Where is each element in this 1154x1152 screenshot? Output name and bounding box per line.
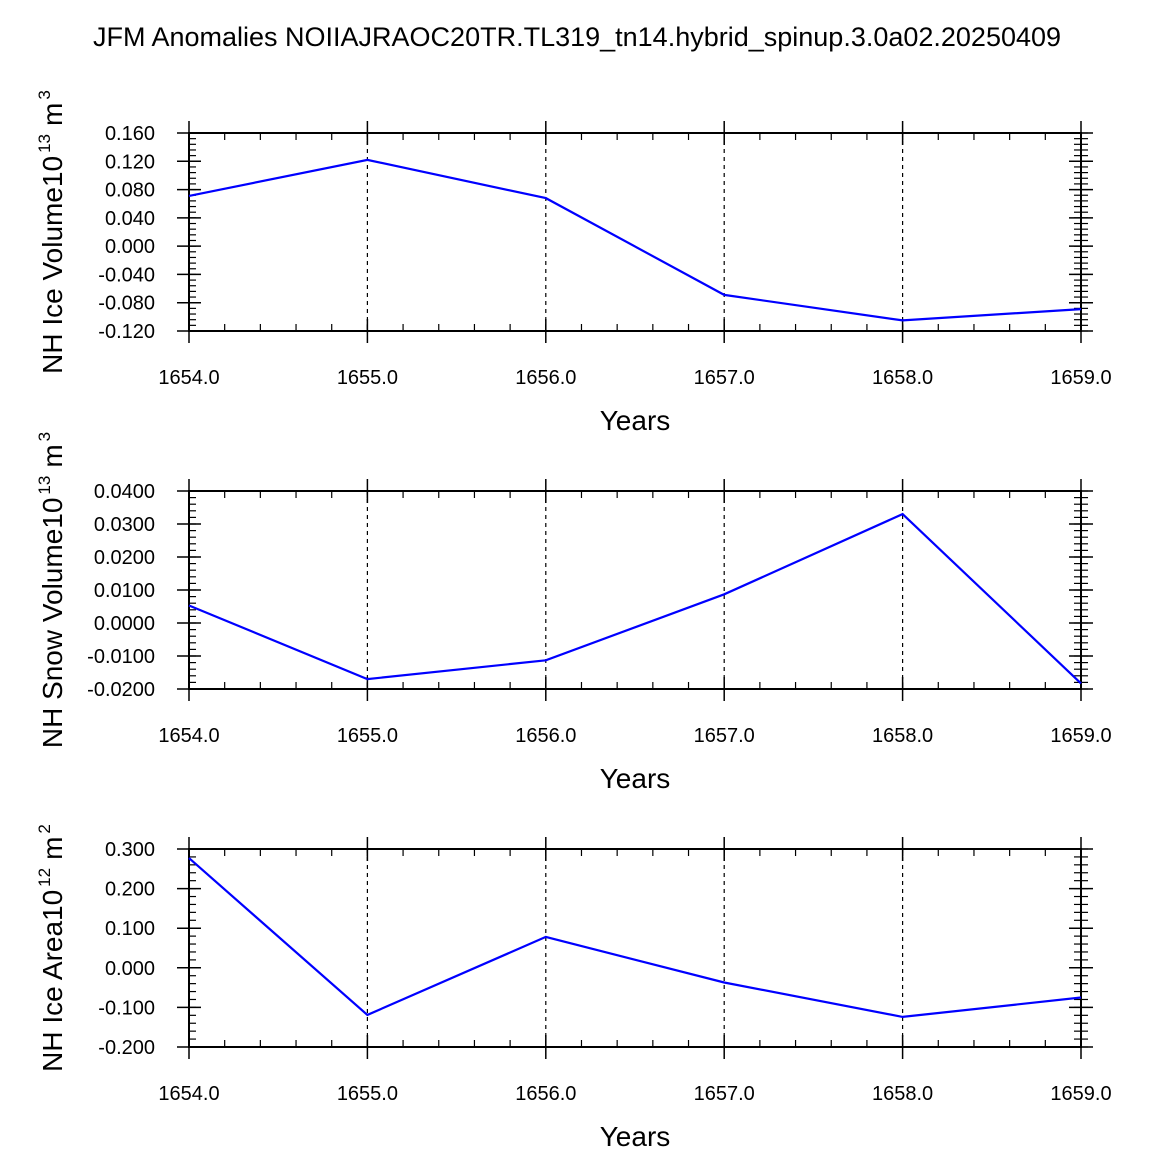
x-tick-label: 1656.0 bbox=[515, 725, 576, 747]
panel-1: 1654.0 1655.0 1656.0 1657.0 1658.0 1659.0 0.16… bbox=[35, 90, 1112, 436]
x-axis-title: Years bbox=[600, 763, 671, 794]
plot-frame bbox=[188, 132, 1082, 332]
x-tick-label: 1658.0 bbox=[872, 367, 933, 389]
series-line bbox=[188, 857, 1082, 1019]
y-axis-title-exponent: 2 bbox=[35, 824, 54, 833]
y-axis-title-exponent: 3 bbox=[35, 432, 54, 441]
y-tick-label: -0.0100 bbox=[87, 646, 155, 668]
y-axis-title: NH Ice Volume10 13 m 3 bbox=[35, 90, 68, 374]
x-tick-label: 1658.0 bbox=[872, 725, 933, 747]
x-tick-label: 1657.0 bbox=[694, 1083, 755, 1105]
x-tick-label: 1657.0 bbox=[694, 725, 755, 747]
figure-title: JFM Anomalies NOIIAJRAOC20TR.TL319_tn14.… bbox=[93, 22, 1061, 52]
y-tick-label: 0.0000 bbox=[94, 613, 155, 635]
y-tick-label: 0.000 bbox=[105, 958, 155, 980]
y-tick-label: 0.300 bbox=[105, 839, 155, 861]
x-tick-label: 1659.0 bbox=[1050, 1083, 1111, 1105]
x-axis-title: Years bbox=[600, 405, 671, 436]
y-axis-title-part: 10 bbox=[37, 498, 68, 529]
y-tick-label: 0.0400 bbox=[94, 481, 155, 503]
y-axis-title-part: m bbox=[37, 837, 68, 860]
y-tick-label: 0.000 bbox=[105, 236, 155, 258]
x-tick-label: 1654.0 bbox=[158, 725, 219, 747]
series-line bbox=[188, 158, 1082, 322]
y-tick-label: -0.200 bbox=[98, 1037, 155, 1059]
y-tick-label: 0.0100 bbox=[94, 580, 155, 602]
y-tick-label: 0.040 bbox=[105, 208, 155, 230]
y-axis-title-part: 10 bbox=[37, 890, 68, 921]
x-tick-label: 1657.0 bbox=[694, 367, 755, 389]
y-tick-label: -0.100 bbox=[98, 997, 155, 1019]
y-axis-title-part: NH Snow Volume bbox=[37, 529, 68, 748]
x-tick-label: 1656.0 bbox=[515, 367, 576, 389]
y-axis-title-exponent: 13 bbox=[35, 476, 54, 495]
y-tick-label: -0.120 bbox=[98, 321, 155, 343]
x-tick-label: 1654.0 bbox=[158, 367, 219, 389]
y-tick-label: 0.0200 bbox=[94, 547, 155, 569]
y-tick-label: 0.100 bbox=[105, 918, 155, 940]
panel-3: 1654.0 1655.0 1656.0 1657.0 1658.0 1659.0 0.30… bbox=[35, 824, 1112, 1152]
y-axis-title-part: m bbox=[37, 103, 68, 126]
x-axis-title: Years bbox=[600, 1121, 671, 1152]
y-tick-label: 0.200 bbox=[105, 879, 155, 901]
x-tick-label: 1655.0 bbox=[337, 725, 398, 747]
y-tick-label: -0.080 bbox=[98, 293, 155, 315]
x-tick-label: 1654.0 bbox=[158, 1083, 219, 1105]
x-tick-label: 1659.0 bbox=[1050, 367, 1111, 389]
x-tick-label: 1656.0 bbox=[515, 1083, 576, 1105]
y-tick-label: 0.080 bbox=[105, 180, 155, 202]
x-tick-label: 1659.0 bbox=[1050, 725, 1111, 747]
panel-2: 1654.0 1655.0 1656.0 1657.0 1658.0 1659.0 0.04… bbox=[35, 432, 1112, 794]
x-tick-label: 1658.0 bbox=[872, 1083, 933, 1105]
y-tick-label: 0.120 bbox=[105, 151, 155, 173]
plot-frame bbox=[188, 490, 1082, 690]
x-tick-label: 1655.0 bbox=[337, 367, 398, 389]
y-tick-label: -0.0200 bbox=[87, 679, 155, 701]
y-axis-title-part: NH Ice Area bbox=[37, 921, 68, 1072]
y-tick-label: 0.160 bbox=[105, 123, 155, 145]
y-tick-label: 0.0300 bbox=[94, 514, 155, 536]
y-axis-title-part: 10 bbox=[37, 156, 68, 187]
y-axis-title-exponent: 13 bbox=[35, 134, 54, 153]
y-axis-title-exponent: 3 bbox=[35, 90, 54, 99]
y-axis-title: NH Ice Area10 12 m 2 bbox=[35, 824, 68, 1072]
y-axis-title-part: m bbox=[37, 444, 68, 467]
x-tick-label: 1655.0 bbox=[337, 1083, 398, 1105]
series-line bbox=[188, 512, 1082, 685]
y-axis-title: NH Snow Volume10 13 m 3 bbox=[35, 432, 68, 748]
y-axis-title-part: NH Ice Volume bbox=[37, 187, 68, 374]
plot-frame bbox=[188, 848, 1082, 1048]
y-tick-label: -0.040 bbox=[98, 264, 155, 286]
y-axis-title-exponent: 12 bbox=[35, 868, 54, 887]
